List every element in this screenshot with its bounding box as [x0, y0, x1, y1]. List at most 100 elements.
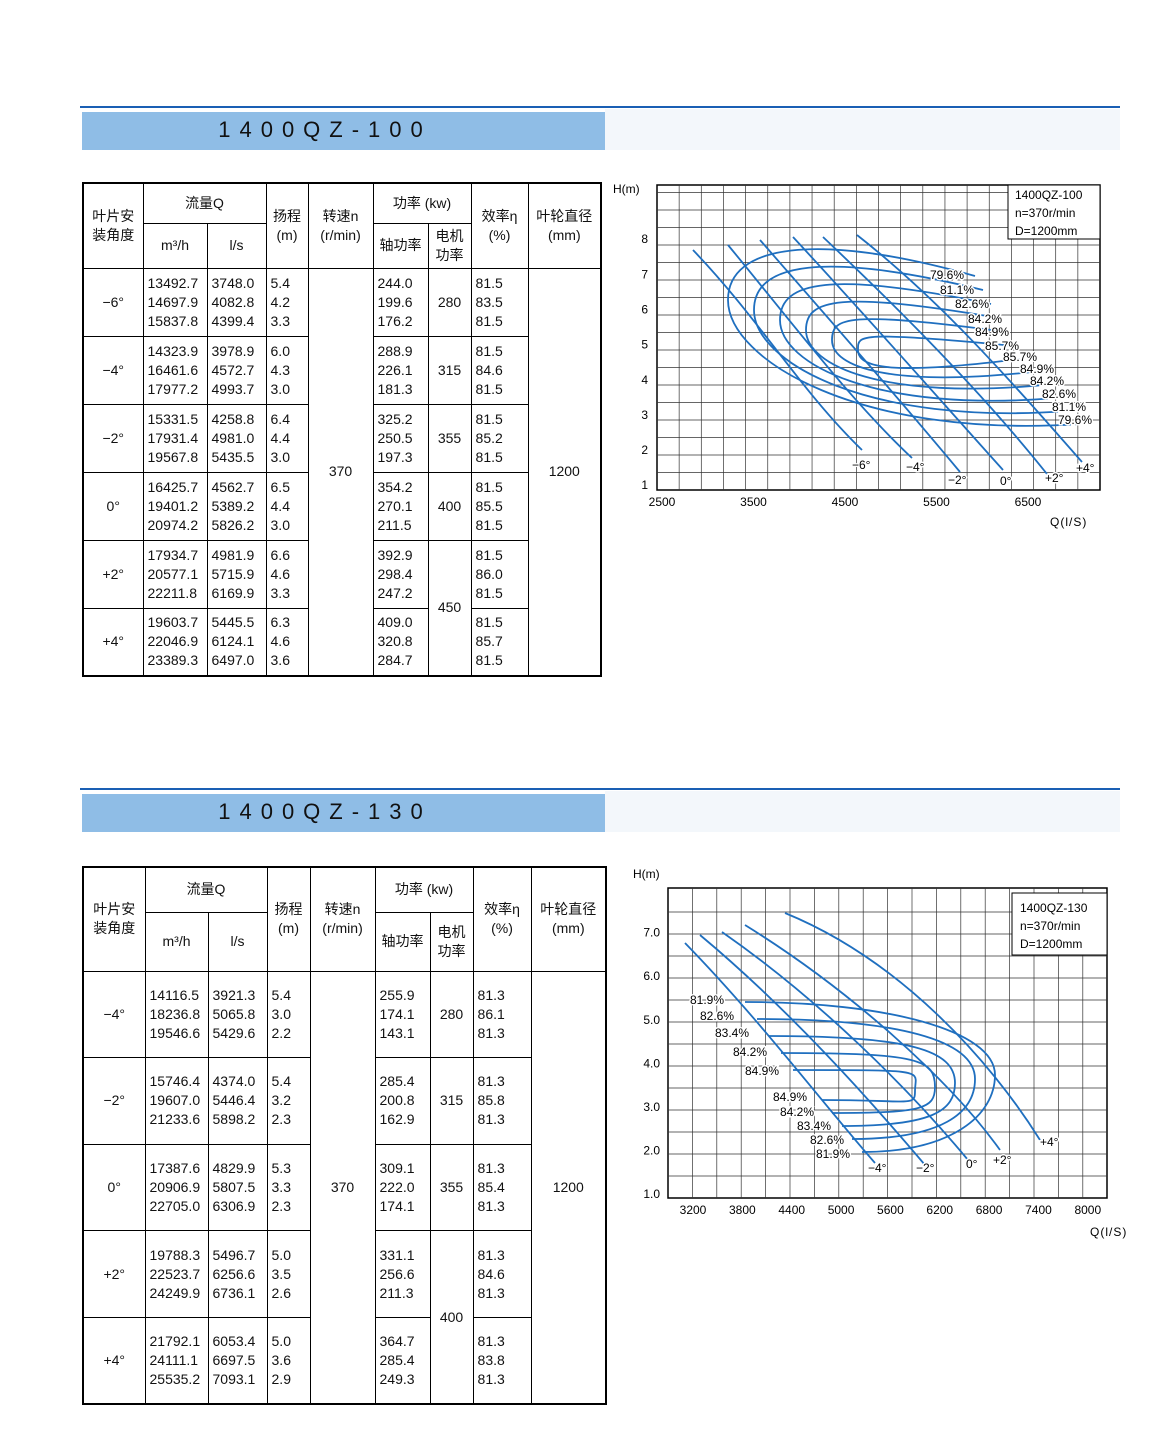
- efficiency-contour: [831, 318, 1033, 379]
- head-cell: 6.3 4.6 3.6: [265, 607, 309, 677]
- cell-text: 3.2: [271, 1092, 291, 1109]
- motor-power-cell: 355: [427, 403, 472, 473]
- cell-text: 4.3: [270, 361, 290, 378]
- cell-text: 81.3: [477, 1159, 505, 1176]
- cell-text: 效率η: [481, 207, 518, 224]
- cell-text: 400: [437, 497, 462, 514]
- head-cell: 5.4 3.0 2.2: [266, 970, 311, 1059]
- cell-text: +2°: [102, 565, 125, 582]
- cell-text: 流量Q: [186, 881, 226, 898]
- angle-label: −4°: [868, 1161, 887, 1175]
- cell-text: 6053.4: [212, 1332, 256, 1349]
- cell-text: 6.0: [270, 342, 290, 359]
- y-tick-label: 6: [641, 302, 648, 316]
- motor-power-cell: 450: [427, 539, 472, 677]
- cell-text: 5496.7: [212, 1246, 256, 1263]
- blade-angle-curve: [744, 924, 1001, 1151]
- cell-text: 2.3: [271, 1197, 291, 1214]
- cell-text: 5435.5: [211, 448, 255, 465]
- cell-text: 5826.2: [211, 516, 255, 533]
- cell-text: 22523.7: [149, 1265, 201, 1282]
- cell-text: m³/h: [162, 933, 191, 949]
- angle-label: +4°: [1076, 461, 1095, 475]
- title-band: [82, 112, 605, 150]
- flow-ls-cell: 3921.3 5065.8 5429.6: [207, 970, 268, 1059]
- header-cell: 效率η (%): [470, 182, 529, 269]
- cell-text: 效率η: [484, 901, 520, 918]
- angle-cell: 0°: [82, 1143, 146, 1232]
- flow-m3h-cell: 19603.7 22046.9 23389.3: [142, 607, 208, 677]
- efficiency-label: 81.1%: [940, 283, 974, 297]
- cell-text: 6306.9: [212, 1197, 256, 1214]
- legend-text: n=370r/min: [1020, 919, 1080, 933]
- cell-text: 功率 (kw): [394, 881, 454, 898]
- header-cell: l/s: [207, 911, 268, 972]
- efficiency-contour: [779, 283, 1057, 402]
- header-cell: 流量Q: [144, 866, 268, 913]
- flow-m3h-cell: 19788.3 22523.7 24249.9: [144, 1230, 209, 1318]
- cell-text: 4082.8: [211, 293, 255, 310]
- cell-text: 81.5: [475, 516, 503, 533]
- cell-text: 4374.0: [212, 1073, 256, 1090]
- flow-ls-cell: 4829.9 5807.5 6306.9: [207, 1143, 268, 1232]
- cell-text: 81.3: [477, 1073, 505, 1090]
- x-axis-label: Q(l/S): [1090, 1225, 1127, 1239]
- cell-text: −4°: [103, 1005, 126, 1022]
- header-cell: 轴功率: [372, 222, 429, 269]
- cell-text: 电机: [437, 923, 466, 940]
- group-row: −6° 13492.7 14697.9 15837.8 3748.0 4082.8 4399…: [82, 267, 602, 677]
- x-tick-label: 5600: [877, 1203, 904, 1217]
- cell-text: 409.0: [377, 614, 413, 631]
- cell-text: 19401.2: [147, 497, 199, 514]
- cell-text: 14697.9: [147, 293, 199, 310]
- cell-text: 3978.9: [211, 342, 255, 359]
- angle-label: −6°: [852, 458, 871, 472]
- title-band: [82, 794, 605, 832]
- cell-text: 3748.0: [211, 274, 255, 291]
- header-row: 叶片安 装角度 流量Q 扬程 (m) 转速n (r/min) 功率 (kw) 效率η (%) 叶轮直…: [82, 866, 607, 972]
- cell-text: 81.3: [477, 1197, 505, 1214]
- group-row: +2° 17934.7 20577.1 22211.8 4981.9 5715.9 6169…: [82, 539, 601, 677]
- cell-text: 装角度: [93, 920, 136, 937]
- cell-text: +2°: [103, 1265, 126, 1282]
- cell-text: 81.5: [475, 652, 503, 669]
- x-tick-label: 8000: [1074, 1203, 1101, 1217]
- cell-text: 81.5: [475, 380, 503, 397]
- cell-text: 4.4: [270, 429, 290, 446]
- head-cell: 5.0 3.5 2.6: [266, 1230, 311, 1318]
- group-row: +4° 19603.7 22046.9 23389.3 5445.5 6124.1 6497…: [82, 607, 601, 677]
- efficiency-label: 79.6%: [930, 268, 964, 282]
- efficiency-label: 84.9%: [745, 1064, 779, 1078]
- motor-power-cell: 400: [429, 1230, 474, 1405]
- cell-text: 81.5: [475, 342, 503, 359]
- flow-ls-cell: 3748.0 4082.8 4399.4: [206, 267, 267, 337]
- cell-text: 280: [437, 293, 462, 310]
- cell-text: 3.3: [270, 312, 290, 329]
- shaft-power-cell: 409.0 320.8 284.7: [372, 607, 429, 677]
- y-axis-label: H(m): [633, 867, 660, 881]
- cell-text: 400: [439, 1308, 464, 1325]
- efficiency-contour: [805, 300, 1045, 390]
- efficiency-label: 81.9%: [816, 1147, 850, 1161]
- cell-text: (r/min): [320, 226, 361, 243]
- efficiency-cell: 81.3 85.4 81.3: [472, 1143, 532, 1232]
- x-tick-label: 7400: [1025, 1203, 1052, 1217]
- cell-text: 280: [439, 1005, 464, 1022]
- header-cell: 电机 功率: [429, 911, 474, 972]
- efficiency-cell: 81.3 83.8 81.3: [472, 1316, 532, 1405]
- cell-text: 81.3: [477, 1111, 505, 1128]
- cell-text: 255.9: [379, 986, 415, 1003]
- cell-text: 256.6: [379, 1265, 415, 1282]
- group-row: −2° 15331.5 17931.4 19567.8 4258.8 4981.0 5435…: [82, 403, 601, 473]
- cell-text: 83.8: [477, 1351, 505, 1368]
- cell-text: 扬程: [273, 207, 302, 224]
- header-cell: m³/h: [144, 911, 209, 972]
- cell-text: 5.4: [270, 274, 290, 291]
- efficiency-contour: [753, 265, 1069, 415]
- header-cell: 转速n (r/min): [309, 866, 376, 972]
- cell-text: 81.5: [475, 478, 503, 495]
- cell-text: 19567.8: [147, 448, 199, 465]
- cell-text: 85.8: [477, 1092, 505, 1109]
